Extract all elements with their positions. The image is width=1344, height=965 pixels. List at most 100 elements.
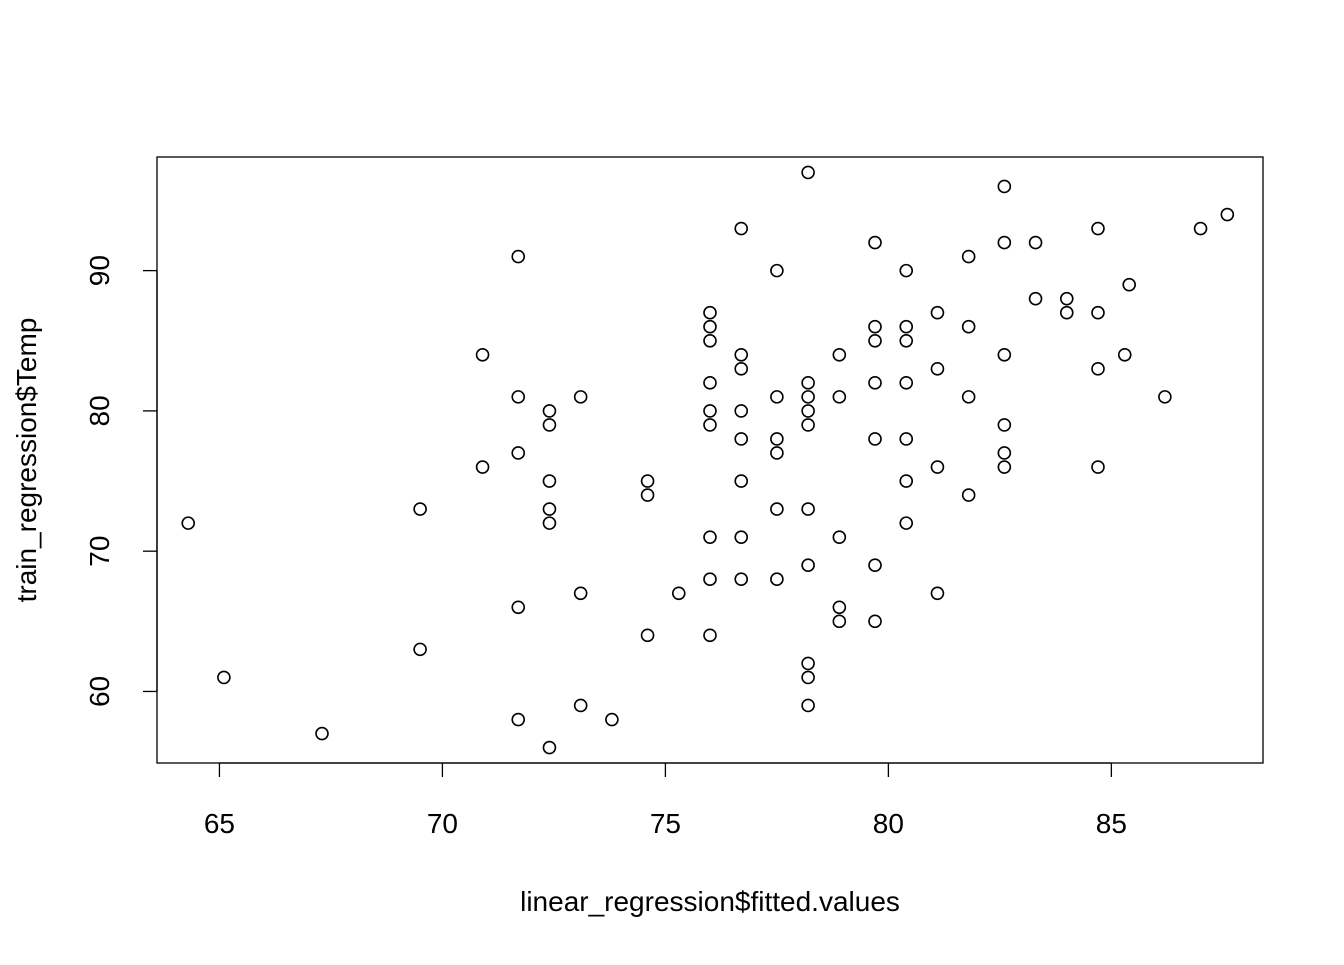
data-point [868,558,882,573]
data-point [997,460,1012,474]
data-point [930,362,945,376]
data-point [703,530,717,544]
data-point [511,600,526,615]
data-point [770,572,784,587]
data-point [801,656,815,671]
data-point [868,333,882,348]
data-point [703,333,717,348]
data-point [801,376,815,390]
x-tick-label: 75 [650,808,681,839]
data-point [899,516,914,530]
data-point [899,333,914,348]
data-point [734,474,749,488]
data-point [181,516,196,530]
data-point [413,642,427,657]
y-tick-label: 60 [84,676,115,707]
data-point [703,305,717,320]
data-point [961,488,976,502]
x-axis-label: linear_regression$fitted.values [520,886,900,917]
data-point [930,586,945,601]
data-point [413,502,427,516]
data-point [868,376,882,390]
data-point [573,698,588,713]
data-point [997,235,1012,250]
data-point [801,418,815,432]
data-point [734,221,749,236]
data-point [315,726,329,741]
data-point [573,390,588,404]
data-point [1193,221,1208,236]
data-point [930,305,945,320]
x-tick-label: 80 [873,808,904,839]
data-points [181,165,1235,755]
data-point [542,516,557,530]
data-point [997,179,1012,194]
data-point [511,446,526,460]
data-point [1091,460,1105,474]
data-point [217,670,231,685]
data-point [1028,291,1043,306]
data-point [542,502,557,516]
data-point [770,446,784,460]
data-point [832,347,847,362]
y-axis-label: train_regression$Temp [11,318,42,603]
x-tick-label: 65 [204,808,235,839]
data-point [832,600,847,615]
data-point [734,432,749,446]
data-point [832,390,847,404]
data-point [734,347,749,362]
data-point [868,235,882,250]
data-point [899,432,914,446]
plot-frame [156,156,1264,764]
data-point [961,390,976,404]
data-point [997,347,1012,362]
x-tick-label: 85 [1096,808,1127,839]
data-point [770,432,784,446]
data-point [1059,305,1074,320]
data-point [1220,207,1235,222]
data-point [542,740,557,755]
data-point [899,319,914,334]
data-point [1091,305,1105,320]
data-point [930,460,945,474]
x-axis: 65 70 75 80 85 [204,762,1127,839]
data-point [703,319,717,334]
data-point [671,586,686,601]
data-point [801,670,815,685]
y-tick-label: 70 [84,536,115,567]
data-point [703,376,717,390]
data-point [703,404,717,418]
data-point [542,404,557,418]
data-point [997,446,1012,460]
data-point [475,460,490,474]
data-point [542,474,557,488]
data-point [868,432,882,446]
data-point [961,319,976,334]
data-point [997,418,1012,432]
data-point [542,418,557,432]
data-point [475,347,490,362]
data-point [770,263,784,278]
data-point [573,586,588,601]
data-point [801,558,815,573]
data-point [1091,221,1105,236]
data-point [511,249,526,264]
data-point [801,698,815,713]
data-point [1028,235,1043,250]
data-point [640,474,655,488]
data-point [770,502,784,516]
data-point [832,530,847,544]
data-point [703,628,717,643]
data-point [1059,291,1074,306]
data-point [1122,277,1137,292]
y-tick-label: 80 [84,395,115,426]
data-point [899,376,914,390]
data-point [868,319,882,334]
data-point [801,390,815,404]
data-point [605,712,619,727]
data-point [640,628,655,643]
data-point [640,488,655,502]
y-tick-label: 90 [84,255,115,286]
